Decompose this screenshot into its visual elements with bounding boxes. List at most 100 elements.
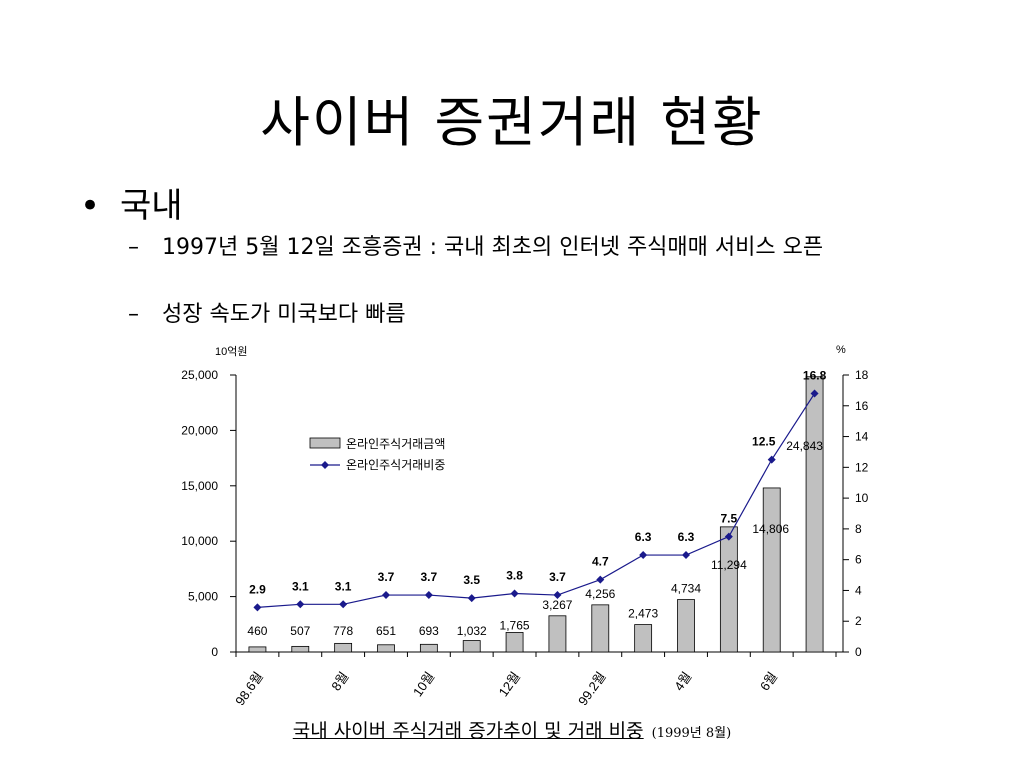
- combo-chart: 0 5,000 10,000 15,000 20,000 25,000 0 2 4 6 8 10 12 1…: [181, 344, 869, 708]
- line-value-label: 3.7: [421, 570, 438, 584]
- sub-item-1: –1997년 5월 12일 조흥증권 : 국내 최초의 인터넷 주식매매 서비스…: [128, 234, 928, 262]
- line-marker: [382, 591, 390, 600]
- right-axis-unit: %: [836, 344, 846, 356]
- x-tick-label: 8월: [328, 669, 351, 693]
- bullet-dot-icon: •: [80, 186, 101, 226]
- bar-value-label: 693: [419, 624, 439, 638]
- bar: [248, 646, 267, 653]
- bar: [505, 632, 524, 653]
- chart-caption-note: (1999년 8월): [651, 726, 732, 741]
- left-tick-label: 0: [211, 645, 218, 659]
- bar: [548, 615, 567, 653]
- left-tick-label: 20,000: [181, 423, 218, 437]
- bar: [462, 640, 481, 653]
- sub-item-2: – 성장 속도가 미국보다 빠름: [128, 301, 928, 329]
- bar: [334, 642, 353, 653]
- line-marker: [682, 551, 690, 560]
- line-marker: [596, 575, 605, 584]
- dash-icon: –: [128, 235, 139, 260]
- line-marker: [424, 591, 433, 600]
- line-marker: [339, 600, 348, 609]
- bar-value-label: 651: [376, 624, 396, 638]
- line-value-label: 3.8: [506, 569, 523, 583]
- bar-value-label: 507: [290, 624, 310, 638]
- left-axis-unit: 10억원: [215, 345, 247, 358]
- bar: [677, 599, 695, 653]
- line-value-label: 3.1: [292, 579, 309, 593]
- x-tick-label: 12월: [496, 669, 523, 699]
- bar-value-label: 4,256: [585, 587, 615, 601]
- sub-item-2-text: 성장 속도가 미국보다 빠름: [162, 302, 406, 327]
- bar-value-label: 4,734: [671, 582, 701, 596]
- x-tick-label: 4월: [671, 669, 694, 693]
- bar: [377, 644, 395, 653]
- line-value-label: 4.7: [592, 555, 609, 569]
- line-value-label: 2.9: [249, 582, 266, 596]
- bar: [805, 376, 824, 653]
- x-tick-label: 99.2월: [575, 669, 609, 708]
- line-value-label: 12.5: [752, 435, 776, 449]
- line-marker: [510, 589, 519, 598]
- bar-value-label: 778: [333, 624, 353, 638]
- line-series: [257, 393, 816, 608]
- line-marker: [253, 603, 262, 612]
- legend-line-marker: [321, 461, 329, 469]
- dash-icon: –: [128, 302, 139, 327]
- bullet-label: 국내: [120, 186, 183, 226]
- bar-value-label: 2,473: [628, 607, 658, 621]
- x-tick-label: 10월: [410, 669, 437, 699]
- left-tick-label: 15,000: [181, 479, 218, 493]
- right-tick-label: 2: [855, 614, 862, 628]
- line-value-label: 7.5: [721, 512, 738, 526]
- bar-value-label: 24,843: [786, 439, 823, 453]
- slide-title: 사이버 증권거래 현황: [260, 91, 764, 154]
- right-tick-label: 12: [855, 460, 869, 474]
- bar-value-label: 3,267: [542, 598, 572, 612]
- x-tick-label: 98.6월: [232, 669, 266, 708]
- right-tick-label: 0: [855, 645, 862, 659]
- line-value-label: 6.3: [678, 530, 695, 544]
- left-tick-label: 5,000: [188, 590, 218, 604]
- chart-caption: 국내 사이버 주식거래 증가추이 및 거래 비중 (1999년 8월): [0, 716, 1024, 743]
- legend-line-label: 온라인주식거래비중: [346, 458, 445, 472]
- line-marker: [810, 389, 819, 398]
- line-value-label: 6.3: [635, 530, 652, 544]
- bar-value-label: 1,032: [457, 624, 487, 638]
- line-marker: [724, 532, 733, 541]
- line-marker: [467, 594, 476, 603]
- right-tick-label: 6: [855, 553, 862, 567]
- left-tick-label: 10,000: [181, 534, 218, 548]
- legend-bar-swatch: [309, 437, 341, 449]
- bar-value-label: 1,765: [500, 618, 530, 632]
- line-value-label: 3.1: [335, 579, 352, 593]
- line-value-label: 16.8: [803, 368, 827, 382]
- right-tick-label: 18: [855, 368, 869, 382]
- bar-value-label: 460: [247, 624, 267, 638]
- bar-value-label: 11,294: [711, 558, 747, 572]
- right-tick-label: 16: [855, 399, 869, 413]
- bar: [719, 526, 738, 653]
- right-tick-label: 14: [855, 430, 869, 444]
- line-marker: [639, 551, 648, 560]
- bar: [591, 604, 610, 653]
- line-marker: [767, 455, 776, 464]
- bar: [634, 624, 653, 653]
- right-tick-label: 10: [855, 491, 869, 505]
- line-value-label: 3.7: [378, 570, 395, 584]
- left-tick-label: 25,000: [181, 368, 218, 382]
- right-tick-label: 4: [855, 583, 862, 597]
- line-value-label: 3.7: [549, 570, 566, 584]
- bar: [762, 487, 781, 653]
- line-marker: [553, 591, 562, 600]
- sub-item-1-text: 1997년 5월 12일 조흥증권 : 국내 최초의 인터넷 주식매매 서비스 …: [162, 235, 824, 260]
- legend-bar-label: 온라인주식거래금액: [346, 437, 445, 451]
- x-tick-label: 6월: [757, 669, 780, 693]
- line-marker: [296, 600, 305, 609]
- line-value-label: 3.5: [463, 573, 480, 587]
- bullet-item: • 국내: [80, 178, 183, 227]
- right-tick-label: 8: [855, 522, 862, 536]
- bar: [419, 643, 438, 653]
- bar: [291, 645, 310, 653]
- chart-caption-text: 국내 사이버 주식거래 증가추이 및 거래 비중: [292, 720, 644, 742]
- bar-value-label: 14,806: [752, 522, 789, 536]
